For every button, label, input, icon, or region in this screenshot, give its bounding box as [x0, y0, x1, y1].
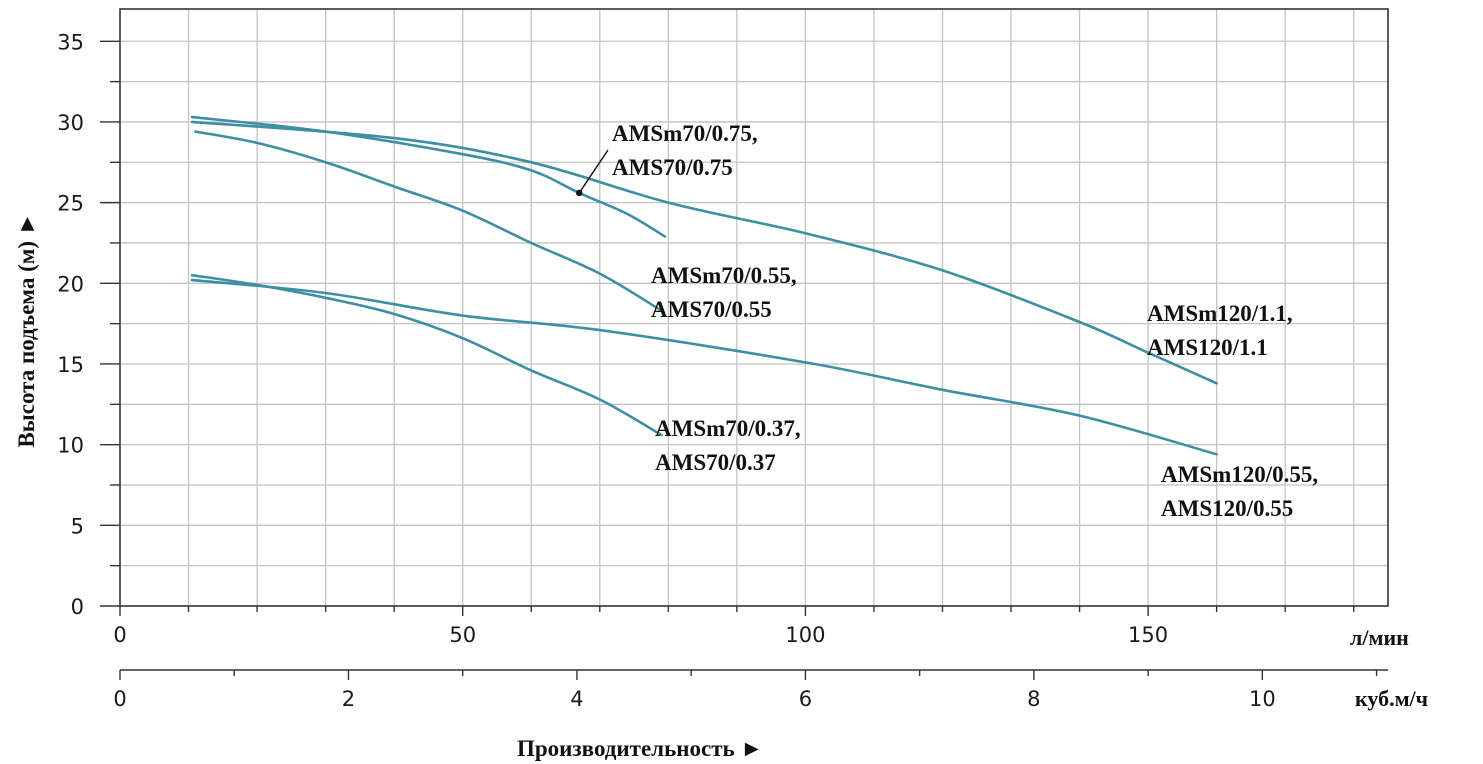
- series-label: AMSm70/0.75,: [612, 121, 758, 146]
- x-tick-label: 0: [113, 623, 126, 647]
- x-tick-label: 150: [1128, 623, 1168, 647]
- series-label: AMS70/0.55: [651, 297, 772, 322]
- x2-tick-label: 6: [799, 687, 812, 711]
- y-tick-label: 20: [57, 272, 84, 296]
- x-unit-secondary: куб.м/ч: [1355, 686, 1428, 711]
- series-label: AMSm120/1.1,: [1147, 301, 1293, 326]
- series-label: AMS120/0.55: [1161, 496, 1293, 521]
- series-label: AMSm70/0.37,: [655, 416, 801, 441]
- plot-frame: [119, 8, 1389, 607]
- series-label: AMS70/0.75: [612, 155, 733, 180]
- y-axis: 0 5 10 15 20 25 30 35: [57, 30, 120, 619]
- y-tick-label: 10: [57, 434, 84, 458]
- series-label: AMSm70/0.55,: [651, 263, 797, 288]
- series-label: AMS120/1.1: [1147, 335, 1268, 360]
- x2-tick-label: 8: [1027, 687, 1040, 711]
- grid: [120, 9, 1388, 606]
- curve-series-3: [190, 120, 1218, 385]
- y-axis-title: Высота подъема (м) ►: [14, 212, 39, 447]
- x-axis-title: Производительность ►: [517, 736, 763, 761]
- y-tick-label: 0: [71, 595, 84, 619]
- x2-tick-label: 0: [113, 687, 126, 711]
- y-tick-label: 25: [57, 192, 84, 216]
- x-axis-primary: 0 50 100 150: [113, 606, 1355, 647]
- y-tick-label: 15: [57, 353, 84, 377]
- x-unit-primary: л/мин: [1350, 625, 1409, 650]
- series-label: AMS70/0.37: [655, 450, 776, 475]
- x2-tick-label: 2: [342, 687, 355, 711]
- y-tick-label: 5: [71, 514, 84, 538]
- curve-series-1: [194, 130, 663, 312]
- curve-series-4: [190, 278, 1218, 456]
- series-label: AMSm120/0.55,: [1161, 462, 1318, 487]
- x2-tick-label: 4: [570, 687, 583, 711]
- x-axis-secondary: 0 2 4 6 8 10: [113, 669, 1388, 711]
- series-labels: AMSm70/0.75, AMS70/0.75 AMSm70/0.55, AMS70/…: [612, 121, 1318, 521]
- annotation-dot: [576, 189, 583, 197]
- y-tick-label: 35: [57, 30, 84, 54]
- leader-line: [578, 149, 609, 194]
- x-tick-label: 50: [449, 623, 476, 647]
- y-tick-label: 30: [57, 111, 84, 135]
- x-tick-label: 100: [785, 623, 825, 647]
- x2-tick-label: 10: [1249, 687, 1276, 711]
- series-group: [190, 115, 1218, 456]
